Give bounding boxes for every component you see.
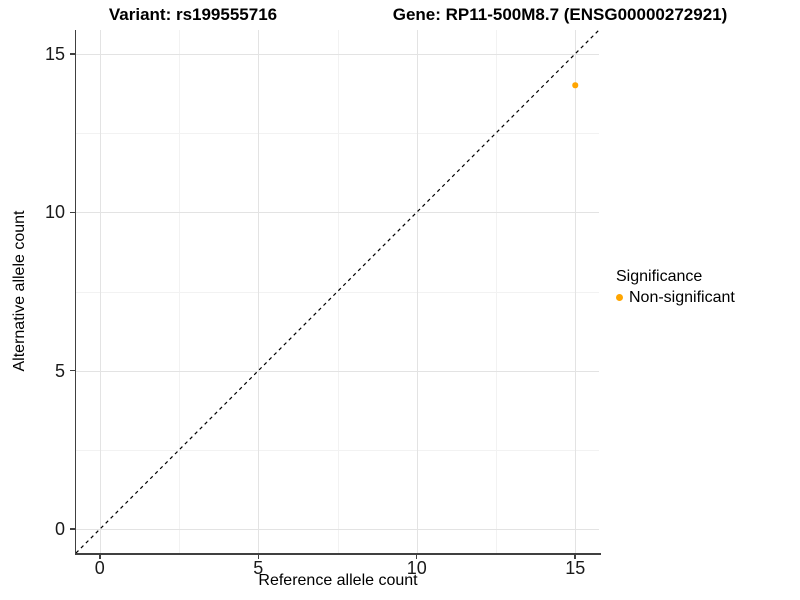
x-gridline-minor xyxy=(495,30,497,553)
x-axis-line xyxy=(74,553,601,555)
x-gridline-major xyxy=(575,30,577,553)
x-tick-label: 15 xyxy=(565,558,586,578)
y-tick-label: 15 xyxy=(44,43,65,64)
legend-item-label: Non-significant xyxy=(629,288,735,306)
x-tick-label: 10 xyxy=(406,558,427,578)
y-tick-label: 10 xyxy=(44,202,65,223)
y-gridline-major xyxy=(76,370,599,372)
legend-item-non-significant: Non-significant xyxy=(616,287,735,308)
x-axis-title: Reference allele count xyxy=(258,572,418,589)
y-tick xyxy=(70,369,75,372)
legend: Significance Non-significant xyxy=(616,266,735,308)
y-gridline-minor xyxy=(76,133,599,134)
variant-title: Variant: rs199555716 xyxy=(108,5,278,24)
x-tick xyxy=(574,554,576,559)
legend-title: Significance xyxy=(616,268,703,285)
x-tick xyxy=(415,554,418,559)
x-gridline-major xyxy=(99,30,101,553)
y-gridline-major xyxy=(76,212,599,214)
y-tick xyxy=(70,528,75,530)
gene-title: Gene: RP11-500M8.7 (ENSG00000272921) xyxy=(392,5,728,24)
plot-panel xyxy=(76,30,599,553)
data-point xyxy=(572,82,578,89)
y-gridline-major xyxy=(76,529,599,531)
y-gridline-major xyxy=(76,53,599,55)
x-tick-label: 0 xyxy=(94,558,105,578)
x-tick-label: 5 xyxy=(253,558,264,578)
y-tick xyxy=(70,211,75,213)
y-gridline-minor xyxy=(76,291,599,293)
y-axis-title: Alternative allele count xyxy=(11,210,28,372)
y-tick xyxy=(70,53,75,55)
identity-dashed-line xyxy=(76,30,599,553)
y-tick-label: 0 xyxy=(54,519,65,540)
x-tick xyxy=(257,554,259,559)
y-axis-line xyxy=(74,30,76,555)
x-tick xyxy=(99,554,101,559)
y-tick-label: 5 xyxy=(54,360,65,381)
x-gridline-major xyxy=(258,30,260,553)
legend-dot-icon xyxy=(616,294,623,301)
x-gridline-major xyxy=(416,30,418,553)
